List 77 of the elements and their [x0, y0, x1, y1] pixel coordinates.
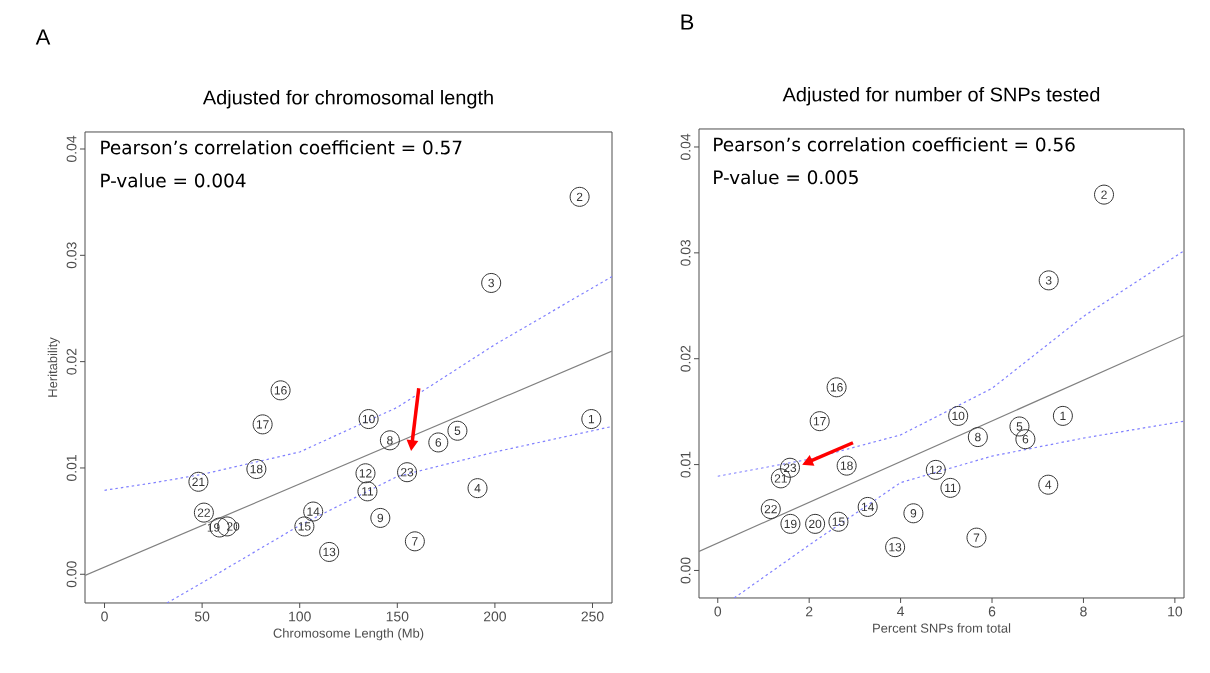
x-tick-label: 8 [1080, 606, 1087, 617]
annotation: 4 [1045, 480, 1052, 489]
annotation: 13 [323, 547, 336, 557]
annotation: 13 [889, 542, 902, 552]
text: A [35, 29, 51, 45]
chart-title: Adjusted for chromosomal length [202, 89, 493, 109]
annotation: 3 [1045, 276, 1052, 285]
x-tick-label: 150 [386, 611, 409, 622]
annotation: 2 [576, 192, 583, 202]
x-axis-title: Chromosome Length (Mb) [273, 628, 424, 641]
x-axis-title: Percent SNPs from total [873, 623, 1011, 633]
annotation: 15 [832, 517, 845, 526]
annotation: P-value = 0.005 [714, 169, 858, 185]
y-tick-label: 0.03 [680, 239, 691, 266]
y-tick-label: 0.04 [680, 133, 691, 160]
annotation: 10 [362, 414, 375, 424]
annotation: 14 [307, 507, 320, 516]
annotation: Pearson’s correlation coefficient = 0.57 [101, 140, 462, 155]
annotation: 10 [952, 411, 965, 421]
annotation: 18 [840, 461, 853, 470]
x-tick-label: 6 [988, 606, 996, 617]
annotation: 20 [809, 519, 822, 529]
y-tick-label: 0.01 [66, 455, 77, 481]
annotation: P-value = 0.004 [101, 173, 246, 188]
annotation: 11 [945, 483, 957, 492]
annotation: 9 [910, 509, 917, 518]
annotation: 6 [1022, 434, 1029, 444]
annotation: 21 [192, 477, 205, 486]
x-tick-label: 0 [714, 606, 722, 617]
annotation: 16 [830, 383, 843, 392]
annotation: 17 [813, 417, 826, 426]
annotation: 6 [435, 438, 442, 447]
chart-title: Adjusted for number of SNPs tested [782, 86, 1100, 106]
annotation: 8 [975, 432, 981, 442]
x-tick-label: 50 [194, 611, 210, 622]
annotation: 16 [274, 386, 287, 395]
annotation: 9 [377, 513, 384, 523]
y-axis-title: Heritability [47, 337, 60, 397]
annotation: 2 [1101, 190, 1107, 199]
annotation: 1 [588, 414, 595, 424]
y-tick-label: 0.02 [66, 348, 77, 375]
x-tick-label: 2 [806, 606, 813, 617]
annotation: 4 [474, 484, 481, 493]
annotation: 17 [256, 420, 269, 429]
annotation: 22 [764, 504, 777, 514]
y-tick-label: 0.01 [680, 451, 691, 478]
annotation: 18 [250, 464, 263, 474]
annotation: 11 [362, 487, 374, 496]
y-tick-label: 0.00 [680, 557, 691, 584]
y-tick-label: 0.02 [680, 345, 691, 372]
x-tick-label: 200 [483, 611, 506, 622]
annotation: 3 [488, 278, 494, 288]
annotation: 21 [774, 474, 787, 483]
annotation: 12 [930, 465, 942, 475]
annotation: 19 [784, 519, 797, 529]
y-tick-label: 0.00 [66, 561, 77, 588]
annotation: 15 [298, 522, 311, 531]
x-tick-label: 10 [1168, 606, 1183, 617]
x-tick-label: 0 [101, 611, 108, 622]
annotation: 14 [861, 502, 874, 512]
annotation: 23 [401, 467, 414, 477]
x-tick-label: 4 [897, 606, 905, 617]
annotation: 5 [454, 426, 461, 435]
y-tick-label: 0.04 [66, 135, 77, 163]
annotation: 7 [412, 537, 418, 546]
x-tick-label: 100 [289, 611, 311, 622]
annotation: 22 [197, 508, 210, 517]
x-tick-label: 250 [581, 611, 604, 622]
annotation: 8 [387, 436, 393, 445]
text: B [681, 14, 694, 30]
annotation: Pearson’s correlation coefficient = 0.56 [714, 137, 1075, 152]
y-tick-label: 0.03 [66, 242, 77, 269]
annotation: 23 [783, 463, 797, 472]
annotation: 1 [1060, 411, 1066, 420]
annotation: 5 [1016, 422, 1023, 431]
annotation: 7 [973, 533, 980, 542]
annotation: 12 [359, 469, 372, 478]
